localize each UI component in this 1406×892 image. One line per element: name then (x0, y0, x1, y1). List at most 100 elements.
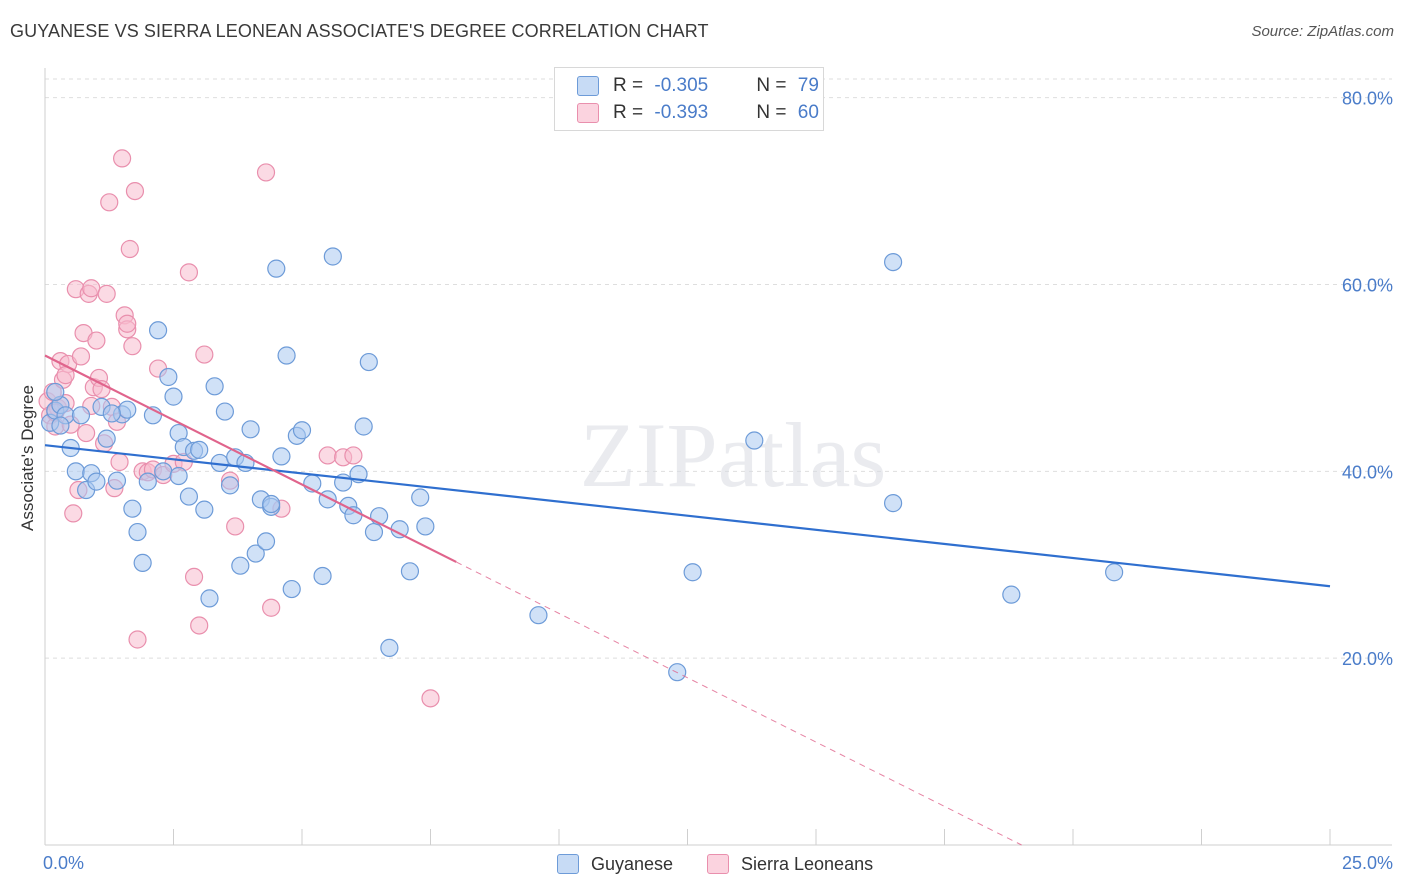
guyanese-point (46, 382, 65, 402)
guyanese-point (118, 400, 137, 419)
guyanese-point (87, 472, 106, 491)
guyanese-point (400, 562, 420, 581)
sierra-point (64, 504, 83, 523)
axis-labels: 20.0% 40.0% 60.0% 80.0% 0.0% 25.0% Associate's… (18, 89, 1393, 873)
y-tick-label: 60.0% (1342, 276, 1393, 296)
sierra-point (120, 239, 139, 259)
guyanese-point (148, 321, 168, 340)
guyanese-point (123, 499, 142, 518)
source-label: Source: ZipAtlas.com (1251, 23, 1394, 40)
guyanese-point (133, 553, 152, 572)
guyanese-point (159, 367, 178, 387)
sierra-trend-line (44, 354, 457, 563)
guyanese-point (138, 472, 157, 491)
y-axis-label: Associate's Degree (18, 385, 37, 531)
sierra-point (195, 345, 214, 364)
sierra-point (184, 567, 204, 587)
guyanese-point (380, 638, 399, 657)
guyanese-point (241, 420, 260, 439)
sierra-point (123, 337, 142, 356)
x-tick-label-min: 0.0% (43, 853, 84, 873)
guyanese-point (323, 247, 342, 266)
bottom-legend-guyanese: Guyanese (557, 851, 673, 877)
y-tick-label: 20.0% (1342, 649, 1393, 669)
guyanese-point (102, 404, 121, 423)
sierra-point (97, 284, 116, 303)
guyanese-point (390, 520, 409, 539)
guyanese-point (1002, 585, 1021, 604)
guyanese-point (282, 579, 301, 599)
guyanese-legend-swatch (557, 854, 579, 874)
guyanese-point (164, 387, 183, 406)
guyanese-point (262, 494, 281, 514)
sierra-point (100, 193, 119, 212)
guyanese-point (71, 406, 91, 425)
guyanese-point (179, 487, 199, 506)
sierra-point (110, 452, 129, 472)
guyanese-point (169, 466, 188, 486)
guyanese-point (97, 429, 116, 448)
guyanese-trend-line (44, 444, 1331, 588)
legend-r-label: R = (613, 102, 649, 123)
sierra-point (77, 423, 96, 443)
chart-title: GUYANESE VS SIERRA LEONEAN ASSOCIATE'S D… (10, 21, 709, 41)
sierra-swatch (577, 103, 599, 123)
watermark: ZIPatlas (580, 404, 887, 506)
sierra-point (87, 331, 106, 350)
sierra-point (118, 314, 137, 333)
sierra-point (421, 689, 440, 708)
guyanese-point (883, 252, 903, 272)
legend-r-guyanese: -0.305 (654, 75, 709, 96)
guyanese-point (883, 494, 903, 513)
guyanese-point (215, 402, 234, 421)
sierra-point (128, 630, 147, 649)
guyanese-point (745, 431, 764, 450)
legend-r-label: R = (613, 75, 649, 96)
guyanese-point (267, 259, 286, 278)
sierra-point (344, 446, 363, 465)
sierra-legend-swatch (707, 854, 729, 874)
guyanese-point (411, 488, 430, 507)
sierra-point (226, 517, 245, 536)
y-tick-label: 80.0% (1342, 89, 1393, 109)
sierra-point (318, 446, 337, 465)
sierra-point (112, 149, 132, 168)
guyanese-point (1105, 563, 1124, 582)
sierra-point (82, 279, 101, 298)
legend-row-guyanese: R = -0.305 N = 79 (577, 73, 819, 99)
sierra-point (71, 347, 91, 366)
legend-n-label: N = (756, 75, 792, 96)
guyanese-point (256, 532, 276, 551)
guyanese-point (190, 440, 209, 459)
guyanese-point (205, 377, 224, 396)
guyanese-point (683, 563, 702, 582)
guyanese-point (364, 522, 384, 542)
guyanese-point (313, 566, 332, 586)
sierra-legend-label: Sierra Leoneans (741, 853, 874, 874)
guyanese-point (292, 421, 312, 440)
guyanese-point (107, 471, 127, 490)
y-tick-label: 40.0% (1342, 462, 1393, 482)
sierra-points (38, 149, 440, 708)
x-tick-label-max: 25.0% (1342, 853, 1393, 873)
guyanese-point (359, 352, 378, 372)
legend-row-sierra: R = -0.393 N = 60 (577, 100, 819, 126)
guyanese-point (277, 346, 296, 365)
correlation-legend: R = -0.305 N = 79 R = -0.393 N = 60 (554, 67, 824, 131)
guyanese-swatch (577, 76, 599, 96)
legend-r-sierra: -0.393 (654, 102, 709, 123)
sierra-point (262, 598, 281, 617)
guyanese-point (66, 462, 85, 481)
guyanese-point (51, 416, 70, 435)
sierra-point (256, 163, 276, 182)
axes (44, 68, 1392, 846)
legend-n-guyanese: 79 (797, 75, 819, 96)
sierra-point (125, 181, 145, 201)
guyanese-point (154, 462, 173, 481)
sierra-trend-extension (455, 561, 1022, 846)
legend-n-label: N = (756, 102, 792, 123)
guyanese-point (200, 589, 219, 608)
guyanese-point (231, 556, 250, 575)
guyanese-point (220, 476, 240, 495)
